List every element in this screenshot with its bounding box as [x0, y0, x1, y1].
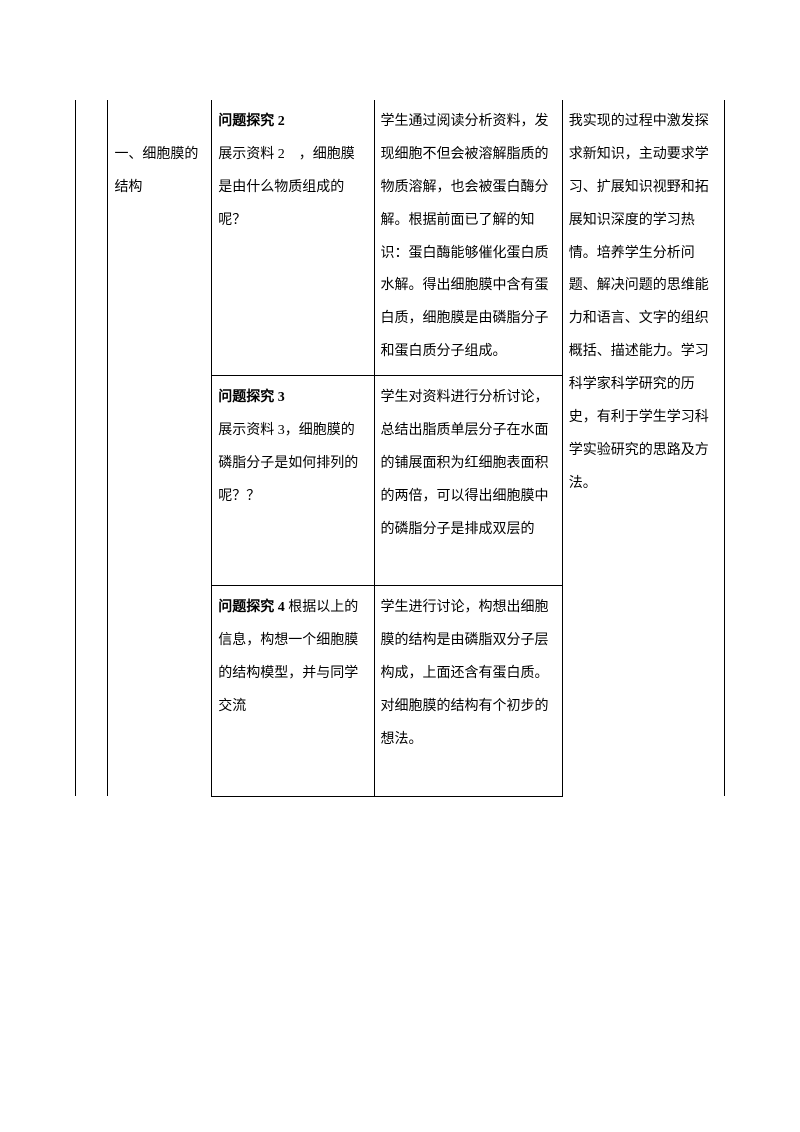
cell-question: 问题探究 2 展示资料 2 ，细胞膜是由什么物质组成的呢？ [212, 100, 374, 376]
intent-text: 我实现的过程中激发探求新知识，主动要求学习、扩展知识视野和拓展知识深度的学习热情… [569, 114, 709, 491]
cell-question: 问题探究 4 根据以上的信息，构想一个细胞膜的结构模型，并与同学交流 [212, 586, 374, 796]
activity-text: 学生通过阅读分析资料，发现细胞不但会被溶解脂质的物质溶解，也会被蛋白酶分解。根据… [381, 114, 549, 359]
question-body: 展示资料 3，细胞膜的磷脂分子是如何排列的呢？？ [218, 423, 358, 504]
table-row: 一、细胞膜的结构 问题探究 2 展示资料 2 ，细胞膜是由什么物质组成的呢？ 学… [76, 100, 725, 376]
lesson-plan-table: 一、细胞膜的结构 问题探究 2 展示资料 2 ，细胞膜是由什么物质组成的呢？ 学… [75, 100, 725, 797]
question-title: 问题探究 4 [218, 600, 285, 615]
question-body: 展示资料 2 ，细胞膜是由什么物质组成的呢？ [218, 147, 355, 228]
cell-student-activity: 学生对资料进行分析讨论，总结出脂质单层分子在水面的铺展面积为红细胞表面积的两倍，… [374, 376, 562, 586]
question-title: 问题探究 2 [218, 114, 285, 129]
cell-section-title: 一、细胞膜的结构 [108, 100, 212, 796]
cell-student-activity: 学生通过阅读分析资料，发现细胞不但会被溶解脂质的物质溶解，也会被蛋白酶分解。根据… [374, 100, 562, 376]
question-body: 根据以上的信息，构想一个细胞膜的结构模型，并与同学交流 [218, 600, 358, 714]
page-container: 一、细胞膜的结构 问题探究 2 展示资料 2 ，细胞膜是由什么物质组成的呢？ 学… [0, 0, 800, 1132]
cell-student-activity: 学生进行讨论，构想出细胞膜的结构是由磷脂双分子层构成，上面还含有蛋白质。对细胞膜… [374, 586, 562, 796]
section-title-text: 一、细胞膜的结构 [114, 147, 198, 195]
question-title: 问题探究 3 [218, 390, 285, 405]
cell-intent: 我实现的过程中激发探求新知识，主动要求学习、扩展知识视野和拓展知识深度的学习热情… [562, 100, 724, 796]
activity-text: 学生对资料进行分析讨论，总结出脂质单层分子在水面的铺展面积为红细胞表面积的两倍，… [381, 390, 549, 537]
cell-blank-left [76, 100, 108, 796]
cell-question: 问题探究 3 展示资料 3，细胞膜的磷脂分子是如何排列的呢？？ [212, 376, 374, 586]
activity-text: 学生进行讨论，构想出细胞膜的结构是由磷脂双分子层构成，上面还含有蛋白质。对细胞膜… [381, 600, 549, 747]
